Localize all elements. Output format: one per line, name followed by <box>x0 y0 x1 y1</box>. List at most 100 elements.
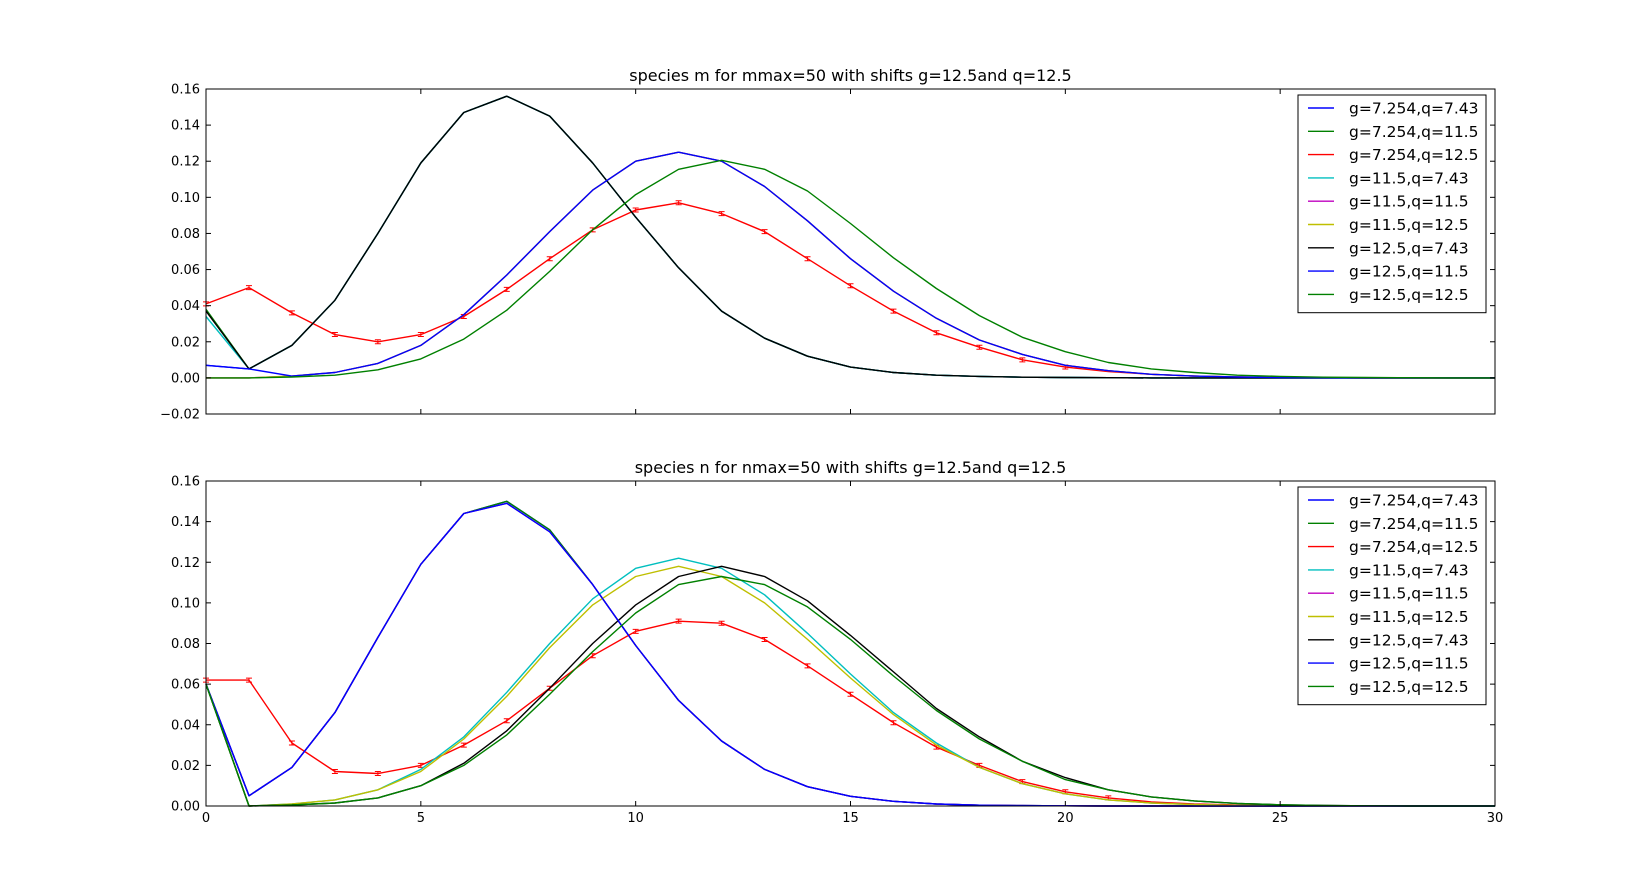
y-tick-label: 0.02 <box>171 335 200 350</box>
legend-label: g=12.5,q=12.5 <box>1349 678 1469 696</box>
x-tick-label: 15 <box>842 811 859 826</box>
legend-label: g=11.5,q=7.43 <box>1349 169 1469 187</box>
y-axis-ticks: 0.00 0.02 0.04 0.06 0.08 0.10 0.12 0.14 0.16 <box>171 475 1495 815</box>
y-tick-label: 0.06 <box>171 678 200 693</box>
y-tick-label: 0.10 <box>171 191 200 206</box>
legend-entry: g=12.5,q=11.5 <box>1308 263 1469 281</box>
x-tick-label: 30 <box>1487 811 1504 826</box>
error-bar <box>331 768 338 774</box>
legend-label: g=12.5,q=11.5 <box>1349 263 1469 281</box>
y-tick-label: 0.12 <box>171 155 200 170</box>
error-bar <box>675 618 682 624</box>
error-bar <box>847 691 854 697</box>
y-tick-label: 0.08 <box>171 227 200 242</box>
y-tick-label: 0.08 <box>171 637 200 652</box>
legend-entry: g=11.5,q=7.43 <box>1308 561 1469 579</box>
legend-entry: g=7.254,q=12.5 <box>1308 146 1478 164</box>
x-tick-label: 5 <box>417 811 425 826</box>
error-bar <box>804 663 811 669</box>
legend-label: g=12.5,q=12.5 <box>1349 286 1469 304</box>
x-tick-label: 25 <box>1272 811 1289 826</box>
error-bar <box>718 620 725 626</box>
error-bar <box>417 332 424 338</box>
legend-entry: g=12.5,q=11.5 <box>1308 655 1469 673</box>
legend-label: g=12.5,q=7.43 <box>1349 631 1469 649</box>
error-bar <box>632 628 639 634</box>
y-tick-label: −0.02 <box>160 408 200 423</box>
series-9 <box>206 159 1495 379</box>
error-bar <box>245 285 252 291</box>
y-tick-label: 0.04 <box>171 299 200 314</box>
y-tick-label: 0.16 <box>171 475 200 490</box>
legend-entry: g=12.5,q=7.43 <box>1308 239 1469 257</box>
error-bar <box>976 344 983 350</box>
error-bar <box>546 256 553 262</box>
y-tick-label: 0.16 <box>171 83 200 98</box>
error-bar <box>804 256 811 262</box>
y-tick-label: 0.06 <box>171 263 200 278</box>
y-tick-label: 0.04 <box>171 718 200 733</box>
x-axis-ticks: 0 5 10 15 20 25 30 <box>202 481 1503 826</box>
x-tick-label: 0 <box>202 811 210 826</box>
y-tick-label: 0.14 <box>171 119 200 134</box>
x-tick-label: 20 <box>1057 811 1074 826</box>
chart-top-species-m: species m for mmax=50 with shifts g=12.5… <box>160 66 1496 423</box>
error-bar <box>503 718 510 724</box>
chart-series-group <box>203 95 1495 379</box>
legend-entry: g=11.5,q=11.5 <box>1308 193 1469 211</box>
legend-label: g=12.5,q=11.5 <box>1349 655 1469 673</box>
series-line <box>206 159 1495 379</box>
error-bar <box>245 677 252 683</box>
legend-label: g=11.5,q=7.43 <box>1349 561 1469 579</box>
legend-label: g=11.5,q=11.5 <box>1349 585 1469 603</box>
y-tick-label: 0.00 <box>171 371 200 386</box>
legend-label: g=11.5,q=12.5 <box>1349 216 1469 234</box>
x-axis-ticks <box>205 89 1496 414</box>
error-bar <box>761 229 768 235</box>
legend-entry: g=7.254,q=12.5 <box>1308 538 1478 556</box>
legend-label: g=12.5,q=7.43 <box>1349 239 1469 257</box>
y-tick-label: 0.12 <box>171 556 200 571</box>
legend-entry: g=7.254,q=11.5 <box>1308 123 1478 141</box>
y-tick-label: 0.10 <box>171 596 200 611</box>
error-bar <box>460 742 467 748</box>
chart-title: species n for nmax=50 with shifts g=12.5… <box>635 458 1067 477</box>
legend-label: g=7.254,q=12.5 <box>1349 146 1478 164</box>
y-tick-label: 0.02 <box>171 759 200 774</box>
error-bar <box>374 771 381 776</box>
chart-bottom-species-n: species n for nmax=50 with shifts g=12.5… <box>171 458 1503 826</box>
legend-entry: g=11.5,q=11.5 <box>1308 585 1469 603</box>
legend-label: g=7.254,q=7.43 <box>1349 100 1478 118</box>
error-bar <box>374 339 381 345</box>
legend-label: g=7.254,q=12.5 <box>1349 538 1478 556</box>
legend-entry: g=11.5,q=12.5 <box>1308 608 1469 626</box>
legend-entry: g=7.254,q=7.43 <box>1308 492 1478 510</box>
y-tick-label: 0.14 <box>171 515 200 530</box>
legend-entry: g=7.254,q=11.5 <box>1308 515 1478 533</box>
legend-label: g=7.254,q=11.5 <box>1349 515 1478 533</box>
series-line <box>205 151 1495 379</box>
legend-entry: g=12.5,q=7.43 <box>1308 631 1469 649</box>
legend-entry: g=7.254,q=7.43 <box>1308 100 1478 118</box>
error-bar <box>503 286 510 292</box>
legend-entry: g=11.5,q=12.5 <box>1308 216 1469 234</box>
error-bar <box>632 207 639 213</box>
error-bar <box>718 211 725 217</box>
legend: g=7.254,q=7.43 g=7.254,q=11.5 g=7.254,q=12… <box>1297 486 1487 706</box>
chart-title: species m for mmax=50 with shifts g=12.5… <box>629 66 1071 85</box>
legend-label: g=11.5,q=12.5 <box>1349 608 1469 626</box>
y-tick-label: 0.00 <box>171 800 200 815</box>
error-bar <box>331 332 338 338</box>
error-bar <box>675 200 682 206</box>
legend-entry: g=11.5,q=7.43 <box>1308 169 1469 187</box>
error-bar <box>933 330 940 336</box>
y-axis-ticks: −0.02 0.00 0.02 0.04 0.06 0.08 0.10 0.12 0.14 0.1… <box>160 83 1495 423</box>
legend-label: g=7.254,q=11.5 <box>1349 123 1478 141</box>
legend-label: g=7.254,q=7.43 <box>1349 492 1478 510</box>
series-8 <box>205 151 1495 379</box>
error-bar <box>1019 357 1026 363</box>
x-tick-label: 10 <box>627 811 644 826</box>
error-bar <box>847 283 854 289</box>
legend: g=7.254,q=7.43 g=7.254,q=11.5 g=7.254,q=12… <box>1297 94 1487 314</box>
